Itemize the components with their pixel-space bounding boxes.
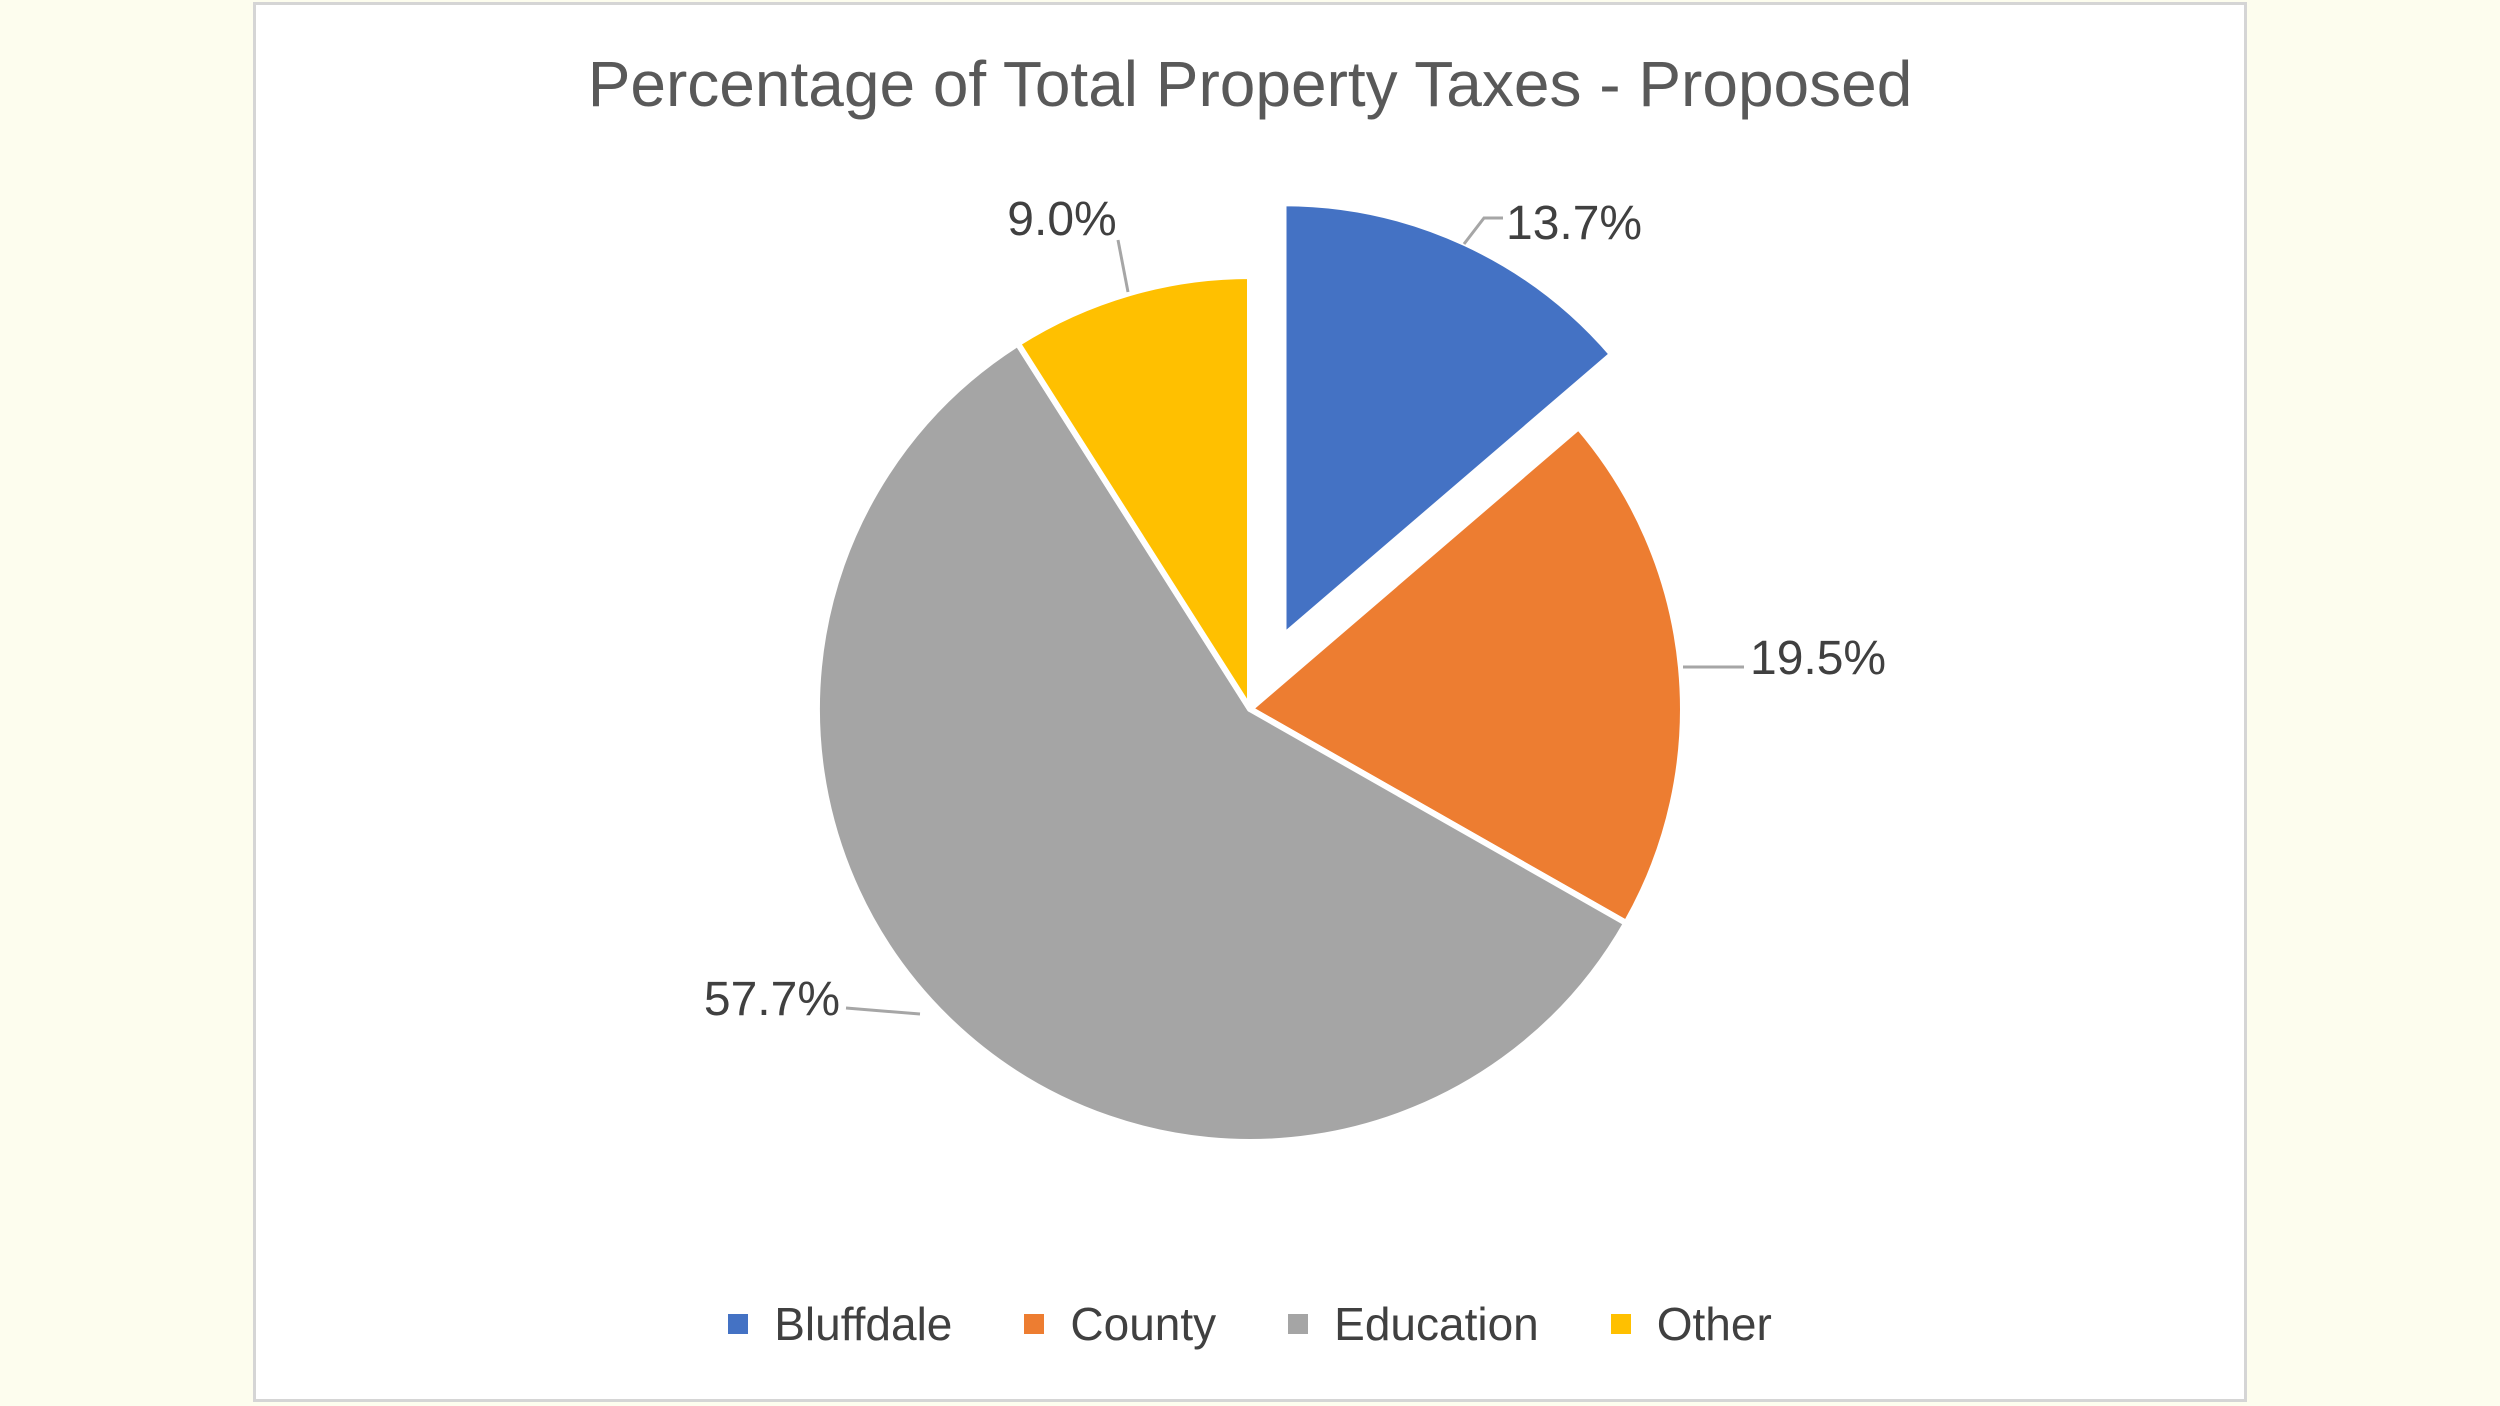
legend-label: Bluffdale <box>774 1298 953 1350</box>
data-label-bluffdale: 13.7% <box>1506 197 1643 250</box>
legend-marker <box>1610 1314 1631 1334</box>
leader-line-education <box>845 1006 921 1016</box>
legend-marker <box>1024 1314 1045 1334</box>
legend-label: County <box>1070 1298 1217 1350</box>
pie-slice-county <box>1247 424 1686 927</box>
legend-item-county: County <box>1024 1301 1216 1347</box>
legend-label: Other <box>1656 1298 1772 1350</box>
leader-line-other <box>1116 239 1130 293</box>
pie-slice-education <box>813 340 1630 1145</box>
chart-title: Percentage of Total Property Taxes - Pro… <box>587 48 1913 120</box>
legend-marker <box>728 1314 749 1334</box>
legend-label: Education <box>1334 1298 1539 1350</box>
legend: Bluffdale County Education Other <box>253 1294 2247 1354</box>
legend-item-bluffdale: Bluffdale <box>728 1301 952 1347</box>
legend-item-other: Other <box>1610 1298 1772 1350</box>
leader-line-bluffdale <box>1462 216 1503 245</box>
legend-item-education: Education <box>1288 1301 1539 1347</box>
data-label-county: 19.5% <box>1750 632 1887 685</box>
data-label-education: 57.7% <box>703 973 840 1026</box>
legend-marker <box>1288 1314 1309 1334</box>
data-label-other: 9.0% <box>1007 193 1117 246</box>
pie-slice-other <box>1014 273 1253 712</box>
